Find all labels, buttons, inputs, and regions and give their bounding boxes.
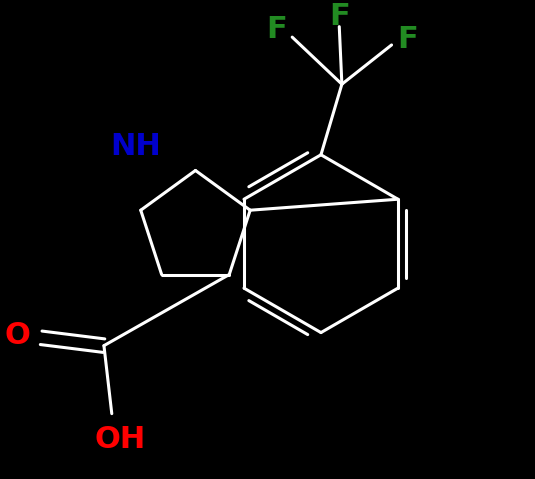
Text: F: F — [266, 15, 287, 44]
Text: NH: NH — [110, 132, 160, 161]
Text: F: F — [397, 25, 418, 54]
Text: O: O — [5, 321, 30, 350]
Text: OH: OH — [94, 425, 146, 454]
Text: F: F — [329, 2, 350, 31]
